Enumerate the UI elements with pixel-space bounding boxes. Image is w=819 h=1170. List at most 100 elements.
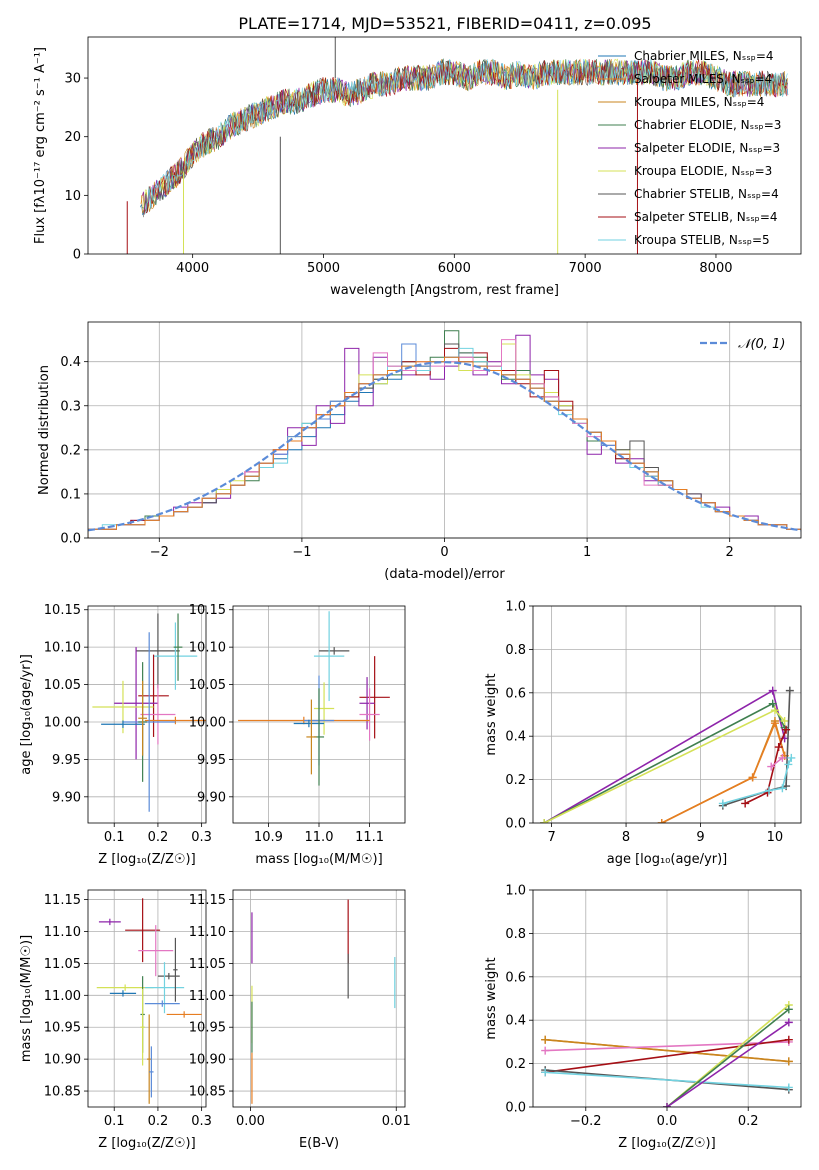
plus-marker <box>787 753 796 762</box>
x-tick-label: 1 <box>583 545 591 560</box>
figure-title: PLATE=1714, MJD=53521, FIBERID=0411, z=0… <box>238 14 651 33</box>
legend-entry: Kroupa STELIB, Nₛₛₚ=5 <box>634 233 770 247</box>
errorbar-point <box>319 647 350 655</box>
ticks-residuals: −2 −1 0 1 2 0.0 0.1 0.2 0.3 0.4 <box>60 355 734 560</box>
errorbar-point <box>136 613 180 689</box>
errorbar-point <box>153 622 198 690</box>
x-tick-label: 10.9 <box>254 830 283 845</box>
spectrum-line <box>144 58 788 215</box>
weight-line-chabrier-elodie <box>666 1008 790 1107</box>
legend-entry: Salpeter STELIB, Nₛₛₚ=4 <box>634 210 778 224</box>
errorbar-point <box>122 632 176 812</box>
x-tick-label: 0.2 <box>148 1114 169 1129</box>
plot-area-weight-vs-age <box>540 686 796 823</box>
errorbar-point <box>306 699 317 775</box>
y-tick-label: 10.15 <box>44 603 81 618</box>
errorbar-point <box>144 716 206 725</box>
errorbar-point <box>166 1011 202 1018</box>
plus-marker <box>540 819 549 823</box>
plus-marker <box>784 1057 793 1066</box>
plus-marker <box>780 717 789 726</box>
y-tick-label: 0.1 <box>60 487 81 502</box>
errorbar-point <box>98 918 121 926</box>
plus-marker <box>663 1103 671 1107</box>
legend-entry: Salpeter MILES, Nₛₛₚ=4 <box>634 72 772 86</box>
errorbar-point <box>157 972 180 980</box>
x-tick-label: 0.01 <box>382 1114 411 1129</box>
weight-line-pink <box>545 1041 789 1052</box>
weight-line-salpeter-stelib <box>744 729 787 805</box>
plot-area-age-vs-mass <box>238 611 390 786</box>
plus-marker <box>748 773 757 782</box>
y-axis-label: age [log₁₀(age/yr)] <box>19 654 34 775</box>
plus-marker <box>770 706 779 715</box>
y-tick-label: 10.00 <box>189 715 226 730</box>
x-tick-label: 0.2 <box>148 830 169 845</box>
y-axis-label: Normed distribution <box>37 365 52 495</box>
plus-marker <box>784 1005 793 1014</box>
y-tick-label: 10.95 <box>44 1021 81 1036</box>
legend-residuals: 𝒩(0, 1) <box>700 337 785 352</box>
x-tick-label: 2 <box>726 545 734 560</box>
errorbar-point <box>144 962 185 1014</box>
plus-marker <box>784 1018 793 1027</box>
plus-marker <box>770 719 779 728</box>
y-tick-label: 10.90 <box>44 1053 81 1068</box>
plot-area-age-vs-Z <box>92 613 206 812</box>
plus-marker <box>778 784 787 793</box>
gaussian-curve <box>88 361 801 532</box>
x-tick-label: 0.1 <box>104 830 125 845</box>
axes-frame <box>532 605 802 824</box>
legend-entry: Chabrier STELIB, Nₛₛₚ=4 <box>634 187 779 201</box>
y-tick-label: 9.95 <box>52 753 81 768</box>
legend-spectrum: Chabrier MILES, Nₛₛₚ=4 Salpeter MILES, Nₛ… <box>598 49 781 247</box>
errorbar-point <box>109 990 137 997</box>
x-axis-label: mass [log₁₀(M/M☉)] <box>255 852 382 867</box>
x-tick-label: 7000 <box>569 261 602 276</box>
x-tick-label: −0.2 <box>570 1114 602 1129</box>
y-tick-label: 11.15 <box>44 893 81 908</box>
plus-marker <box>718 799 727 808</box>
errorbar-point <box>138 925 174 977</box>
y-tick-label: 11.15 <box>189 893 226 908</box>
y-tick-label: 0.8 <box>505 643 526 658</box>
chart-age-vs-Z: 0.1 0.2 0.3 9.90 9.95 10.00 10.05 10.10 10.15 Z [… <box>19 603 212 867</box>
y-tick-label: 11.05 <box>189 957 226 972</box>
x-tick-label: 9 <box>696 830 704 845</box>
y-tick-label: 10.95 <box>189 1021 226 1036</box>
plus-marker <box>784 1083 793 1092</box>
errorbar-point <box>138 680 147 756</box>
errorbar-point <box>125 898 161 963</box>
x-tick-label: 0.3 <box>191 1114 212 1129</box>
x-tick-label: 11.0 <box>305 830 334 845</box>
weight-line-kroupa-elodie <box>543 709 786 823</box>
ticks-spectrum: 4000 5000 6000 7000 8000 0 10 20 30 <box>64 72 732 276</box>
chart-mass-vs-EBV: 0.00 0.01 10.85 10.90 10.95 11.00 11.05 11.10 11… <box>189 889 411 1151</box>
y-tick-label: 10.00 <box>44 715 81 730</box>
errorbar-point <box>313 682 335 735</box>
plus-marker <box>785 686 794 695</box>
ticks-mass-vs-EBV: 0.00 0.01 10.85 10.90 10.95 11.00 11.05 11.10 11… <box>189 893 411 1129</box>
errorbar-point <box>101 720 145 728</box>
y-tick-label: 11.00 <box>189 989 226 1004</box>
plus-marker <box>764 786 773 795</box>
x-tick-label: 0.3 <box>191 830 212 845</box>
y-tick-label: 11.00 <box>44 989 81 1004</box>
x-tick-label: 0.00 <box>236 1114 265 1129</box>
y-tick-label: 0.2 <box>505 773 526 788</box>
y-tick-label: 9.90 <box>197 790 226 805</box>
errorbar-point <box>359 688 380 741</box>
errorbar-point <box>140 988 145 1066</box>
y-tick-label: 0.0 <box>60 532 81 547</box>
legend-entry: Salpeter ELODIE, Nₛₛₚ=3 <box>634 141 780 155</box>
y-tick-label: 1.0 <box>505 884 526 899</box>
y-tick-label: 0.4 <box>60 355 81 370</box>
weight-line-salpeter-elodie <box>666 1021 790 1107</box>
y-tick-label: 20 <box>64 130 81 145</box>
legend-entry: Kroupa MILES, Nₛₛₚ=4 <box>634 95 764 109</box>
errorbar-point <box>313 611 345 702</box>
y-tick-label: 1.0 <box>505 600 526 615</box>
y-tick-label: 0.8 <box>505 927 526 942</box>
x-tick-label: 0.0 <box>657 1114 678 1129</box>
y-tick-label: 0.3 <box>60 399 81 414</box>
